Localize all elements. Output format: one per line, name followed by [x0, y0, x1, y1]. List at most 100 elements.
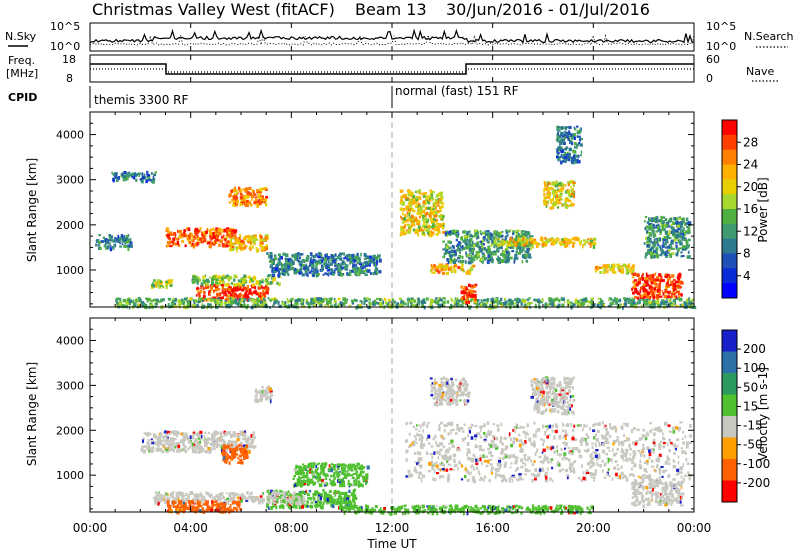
data-cell — [401, 201, 405, 205]
data-cell — [571, 161, 575, 165]
data-cell — [570, 140, 573, 143]
data-cell — [209, 446, 213, 450]
data-cell — [331, 483, 334, 487]
data-cell — [450, 255, 452, 259]
data-cell — [187, 447, 190, 451]
data-cell — [224, 301, 228, 306]
data-cell — [311, 267, 315, 270]
data-cell — [629, 268, 632, 272]
data-cell — [498, 300, 501, 304]
data-cell — [172, 240, 175, 245]
data-cell — [278, 258, 280, 261]
data-cell — [571, 192, 576, 196]
data-cell — [319, 303, 323, 307]
data-cell — [578, 160, 581, 164]
data-cell — [111, 171, 113, 174]
data-cell — [242, 282, 245, 287]
data-cell — [140, 447, 143, 452]
data-cell — [259, 283, 262, 288]
data-cell — [523, 232, 526, 236]
data-cell — [514, 238, 518, 241]
data-cell — [246, 304, 249, 307]
data-cell — [198, 432, 201, 436]
data-cell — [486, 298, 489, 303]
data-cell — [484, 248, 487, 252]
data-cell — [259, 238, 262, 242]
data-cell — [230, 299, 234, 303]
data-cell — [662, 216, 666, 219]
data-cell — [241, 243, 244, 246]
data-cell — [460, 290, 464, 295]
data-cell — [322, 273, 325, 276]
data-cell — [232, 288, 235, 291]
data-cell — [686, 298, 689, 303]
data-cell — [333, 260, 336, 264]
data-cell — [674, 229, 677, 233]
data-cell — [255, 280, 259, 285]
data-cell — [463, 291, 467, 295]
data-cell — [523, 242, 526, 247]
data-cell — [263, 286, 267, 291]
data-cell — [264, 188, 268, 191]
data-cell — [650, 285, 654, 290]
data-cell — [214, 238, 219, 242]
data-cell — [565, 158, 568, 161]
data-cell — [416, 301, 420, 305]
data-cell — [135, 298, 138, 302]
data-cell — [293, 267, 297, 271]
data-cell — [250, 236, 253, 241]
data-cell — [190, 243, 193, 246]
data-cell — [155, 298, 159, 303]
data-cell — [551, 205, 554, 208]
data-cell — [99, 245, 101, 249]
data-cell — [173, 232, 176, 236]
data-cell — [489, 304, 492, 307]
data-cell — [233, 232, 237, 235]
data-cell — [198, 434, 202, 438]
data-cell — [324, 477, 328, 480]
data-cell — [599, 270, 603, 274]
data-cell — [410, 207, 414, 212]
data-cell — [254, 397, 258, 402]
data-cell — [302, 465, 307, 470]
data-cell — [675, 247, 678, 250]
data-cell — [512, 246, 515, 250]
data-cell — [645, 301, 648, 306]
data-cell — [453, 265, 456, 270]
data-cell — [361, 264, 364, 267]
data-cell — [248, 288, 252, 292]
data-cell — [205, 230, 208, 235]
data-cell — [151, 441, 155, 445]
data-cell — [191, 450, 195, 454]
data-cell — [507, 241, 510, 245]
data-cell — [273, 254, 277, 258]
data-cell — [571, 136, 574, 140]
data-cell — [115, 178, 119, 182]
data-cell — [323, 473, 327, 476]
data-cell — [429, 206, 433, 211]
data-cell — [645, 298, 648, 302]
data-cell — [473, 290, 477, 293]
data-cell — [338, 257, 341, 261]
data-cell — [473, 285, 476, 288]
data-cell — [309, 258, 312, 263]
data-cell — [168, 442, 172, 447]
data-cell — [535, 245, 539, 248]
data-cell — [556, 240, 558, 244]
data-cell — [259, 196, 263, 201]
data-cell — [225, 235, 228, 240]
data-cell — [312, 269, 316, 274]
data-cell — [196, 288, 199, 292]
data-cell — [283, 273, 286, 277]
data-cell — [181, 298, 184, 301]
data-cell — [137, 303, 140, 306]
data-cell — [399, 201, 402, 204]
data-cell — [246, 187, 249, 190]
data-cell — [400, 215, 402, 219]
y-tick-label: 3000 — [56, 174, 84, 187]
data-cell — [466, 245, 470, 250]
data-cell — [246, 296, 250, 301]
data-cell — [174, 438, 177, 441]
data-cell — [655, 247, 658, 251]
data-cell — [528, 297, 531, 300]
